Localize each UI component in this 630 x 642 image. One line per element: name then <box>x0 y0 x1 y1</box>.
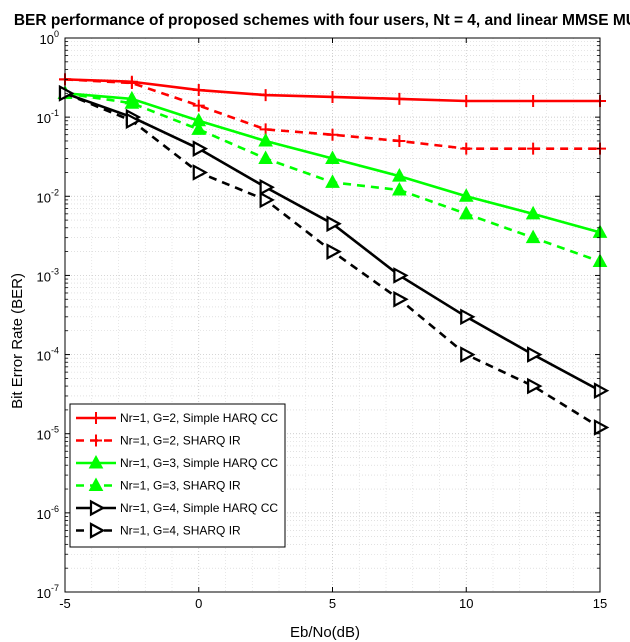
x-tick-label: 5 <box>329 596 336 611</box>
data-point <box>460 142 473 155</box>
data-point <box>527 142 540 155</box>
data-point <box>525 229 541 244</box>
data-point <box>124 95 140 109</box>
legend-label: Nr=1, G=3, SHARQ IR <box>120 479 241 493</box>
y-tick-label: 10-3 <box>37 266 59 284</box>
data-point <box>460 308 476 326</box>
data-point <box>393 290 409 308</box>
x-axis-label: Eb/No(dB) <box>290 624 360 641</box>
legend-label: Nr=1, G=4, SHARQ IR <box>120 524 241 538</box>
legend-label: Nr=1, G=2, SHARQ IR <box>120 434 241 448</box>
series-4 <box>57 85 608 267</box>
data-point <box>326 90 339 103</box>
legend-marker <box>88 477 104 491</box>
series-2 <box>59 73 606 155</box>
data-point <box>192 164 209 181</box>
y-tick-label: 10-5 <box>37 425 59 443</box>
chart-title: BER performance of proposed schemes with… <box>14 12 630 29</box>
y-tick-label: 10-6 <box>37 504 59 522</box>
data-point <box>192 99 205 112</box>
x-tick-label: 10 <box>459 596 473 611</box>
data-point <box>458 205 474 220</box>
data-point <box>191 121 207 135</box>
data-point <box>460 346 476 363</box>
data-point <box>325 174 340 188</box>
legend: Nr=1, G=2, Simple HARQ CC Nr=1, G=2, SHAR… <box>69 403 286 548</box>
legend-item: Nr=1, G=2, Simple HARQ CC <box>76 411 278 425</box>
legend-item: Nr=1, G=3, Simple HARQ CC <box>76 454 278 470</box>
legend-box <box>69 403 286 548</box>
data-point <box>593 419 610 436</box>
y-axis-label: Bit Error Rate (BER) <box>9 273 26 409</box>
y-tick-label: 100 <box>40 29 59 47</box>
data-point <box>527 346 543 363</box>
legend-item: Nr=1, G=3, SHARQ IR <box>76 477 241 493</box>
legend-label: Nr=1, G=2, Simple HARQ CC <box>120 411 278 425</box>
data-point <box>326 128 339 141</box>
legend-item: Nr=1, G=4, Simple HARQ CC <box>76 499 278 517</box>
data-point <box>393 92 406 105</box>
data-point <box>325 150 340 165</box>
series-line <box>64 78 600 150</box>
data-point <box>460 94 473 107</box>
x-tick-label: 15 <box>593 596 607 611</box>
x-tick-label: 0 <box>195 596 202 611</box>
data-point <box>593 382 610 400</box>
series-6 <box>58 84 610 436</box>
data-point <box>259 89 272 102</box>
data-point <box>527 94 540 107</box>
data-point <box>258 150 273 165</box>
legend-label: Nr=1, G=4, Simple HARQ CC <box>120 501 278 515</box>
y-tick-label: 10-4 <box>37 346 59 364</box>
data-point <box>525 205 541 220</box>
data-point <box>125 112 142 130</box>
legend-label: Nr=1, G=3, Simple HARQ CC <box>120 456 278 470</box>
legend-marker <box>89 522 106 539</box>
legend-marker <box>90 434 102 447</box>
y-tick-label: 10-7 <box>37 583 59 601</box>
legend-marker <box>88 454 104 469</box>
data-point <box>527 377 543 395</box>
data-point <box>125 77 138 90</box>
plot-area: -5 0 5 10 15 100 10-1 10-2 10-3 10-4 10-5 10-6 10-7 N… <box>37 29 610 611</box>
data-point <box>192 140 209 157</box>
y-tick-label: 10-1 <box>37 108 59 126</box>
data-point <box>458 188 474 202</box>
legend-item: Nr=1, G=2, SHARQ IR <box>76 434 241 448</box>
data-point <box>192 84 205 97</box>
legend-marker <box>89 499 106 517</box>
data-point <box>259 191 275 209</box>
data-point <box>326 215 342 233</box>
legend-marker <box>90 412 102 424</box>
x-tick-label: -5 <box>59 596 71 611</box>
data-point <box>326 243 342 260</box>
data-point <box>392 168 407 182</box>
legend-item: Nr=1, G=4, SHARQ IR <box>76 522 241 539</box>
data-point <box>258 132 273 147</box>
data-point <box>393 267 409 284</box>
data-point <box>393 134 406 147</box>
data-point <box>259 178 275 196</box>
y-tick-label: 10-2 <box>37 187 59 205</box>
data-point <box>392 181 407 196</box>
